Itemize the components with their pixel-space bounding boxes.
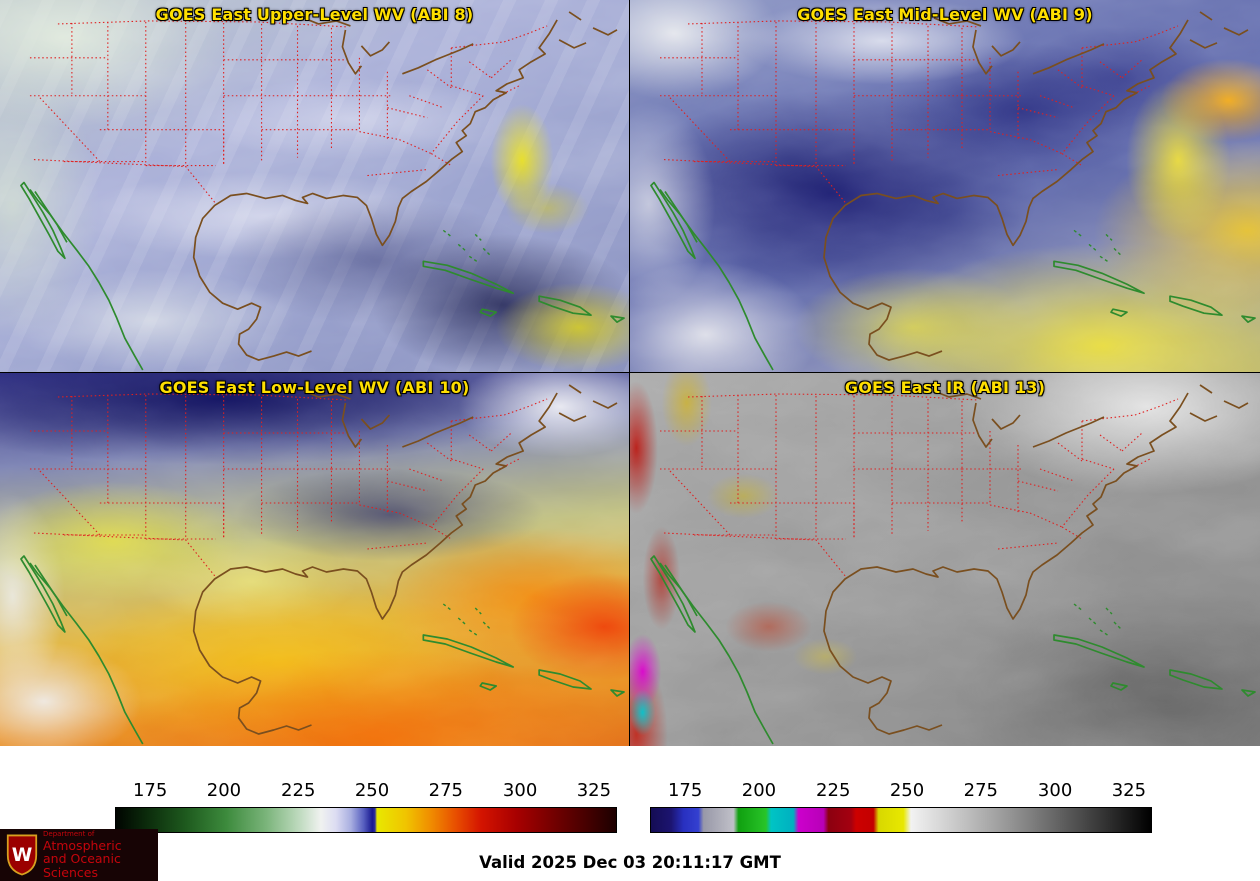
panel-title-abi10: GOES East Low-Level WV (ABI 10) [159, 378, 470, 397]
panel-title-abi13: GOES East IR (ABI 13) [844, 378, 1046, 397]
colorbar-tick: 225 [281, 780, 316, 801]
logo-name-line2: and Oceanic Sciences [43, 851, 121, 880]
colorbar-tick: 250 [354, 780, 390, 801]
ir-colorbar: 175 200 225 250 275 300 325 [650, 780, 1152, 833]
wv-colorbar-gradient [115, 807, 617, 833]
satellite-panel-grid: GOES East Upper-Level WV (ABI 8) GOES Ea… [0, 0, 1260, 746]
uw-crest-icon: W [6, 834, 38, 876]
map-overlay [20, 11, 625, 371]
ir-colorbar-gradient [650, 807, 1152, 833]
colorbar-tick: 175 [667, 780, 703, 801]
map-overlay [20, 384, 625, 745]
colorbar-tick: 225 [816, 780, 851, 801]
colorbar-tick: 200 [741, 780, 777, 801]
panel-ir: GOES East IR (ABI 13) [630, 373, 1260, 746]
cloud-texture [630, 0, 1260, 372]
colorbar-tick: 325 [1111, 780, 1147, 801]
panel-title-abi9: GOES East Mid-Level WV (ABI 9) [797, 5, 1093, 24]
logo-text: Department of Atmospheric and Oceanic Sc… [43, 829, 152, 880]
wv-colorbar: 175 200 225 250 275 300 325 [115, 780, 617, 833]
logo-dept-line: Department of [43, 829, 95, 838]
panel-upper-level-wv: GOES East Upper-Level WV (ABI 8) [0, 0, 630, 373]
colorbar-tick: 325 [576, 780, 612, 801]
logo-name-line1: Atmospheric [43, 837, 122, 853]
panel-low-level-wv: GOES East Low-Level WV (ABI 10) [0, 373, 630, 746]
cloud-texture [0, 0, 629, 372]
colorbar-tick: 175 [132, 780, 168, 801]
colorbar-tick: 300 [1037, 780, 1073, 801]
ir-colorbar-ticks: 175 200 225 250 275 300 325 [650, 780, 1152, 804]
valid-time: Valid 2025 Dec 03 20:11:17 GMT [479, 853, 781, 872]
colorbar-tick: 275 [963, 780, 998, 801]
panel-title-abi8: GOES East Upper-Level WV (ABI 8) [155, 5, 474, 24]
colorbar-tick: 250 [889, 780, 925, 801]
map-overlay [650, 11, 1256, 371]
footer: 175 200 225 250 275 300 325 175 200 225 … [0, 746, 1260, 881]
colorbar-tick: 275 [428, 780, 463, 801]
uw-aos-logo: W Department of Atmospheric and Oceanic … [0, 829, 158, 881]
panel-mid-level-wv: GOES East Mid-Level WV (ABI 9) [630, 0, 1260, 373]
map-overlay [650, 384, 1256, 745]
colorbar-tick: 300 [502, 780, 538, 801]
cloud-texture [630, 373, 1260, 746]
svg-text:W: W [12, 845, 33, 866]
cloud-texture [0, 373, 629, 746]
wv-colorbar-ticks: 175 200 225 250 275 300 325 [115, 780, 617, 804]
colorbar-tick: 200 [206, 780, 242, 801]
